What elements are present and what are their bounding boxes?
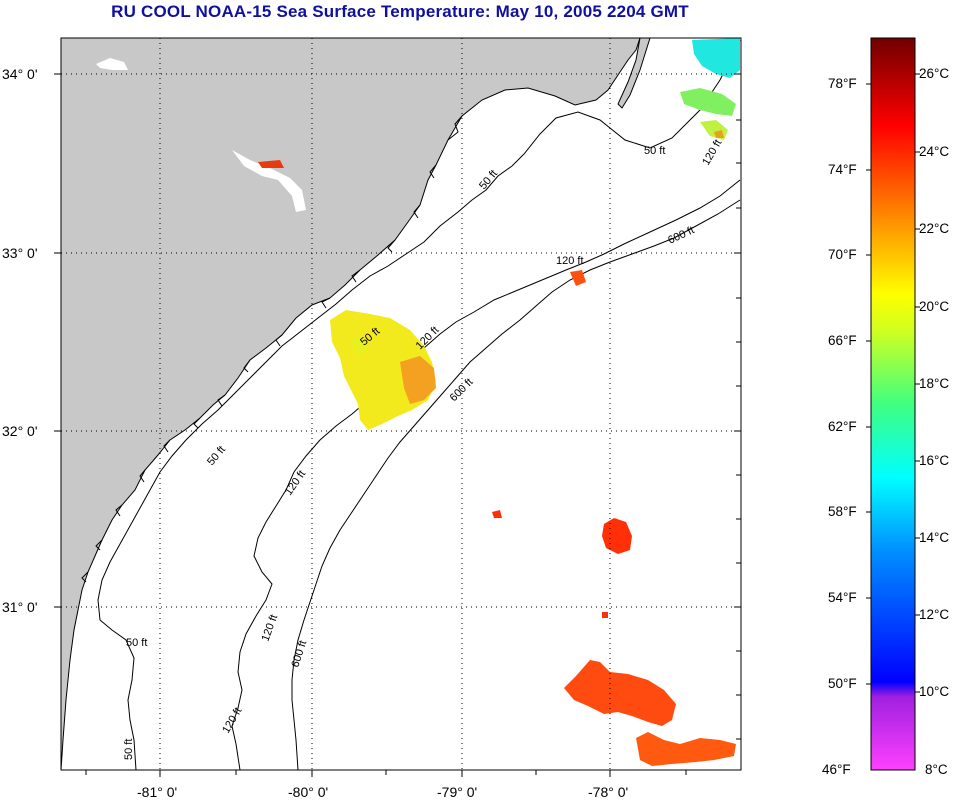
- sst-patch-gulfstream-mid: [602, 518, 632, 554]
- land-warm-spot: [258, 160, 284, 168]
- colorbar-ticks: [866, 73, 920, 693]
- sst-patch-gulfstream-small: [570, 270, 586, 286]
- isobath-600ft: [291, 199, 741, 770]
- land-cloud-spot: [232, 150, 306, 212]
- sst-patch-northeast: [692, 38, 740, 78]
- isobath-label-50: 50 ft: [123, 739, 135, 760]
- isobath-50ft: [97, 39, 741, 770]
- lon-label: -78° 0': [588, 784, 629, 800]
- colorbar-label-c: 24°C: [919, 144, 950, 159]
- colorbar-label-f: 66°F: [828, 333, 857, 348]
- colorbar-label-f: 50°F: [828, 676, 857, 691]
- isobath-label-50: 50 ft: [126, 637, 147, 649]
- sst-patch-gulfstream-south: [636, 732, 736, 766]
- sst-patch-nearshore-detail: [350, 336, 368, 356]
- map-title: RU COOL NOAA-15 Sea Surface Temperature:…: [111, 2, 689, 21]
- lat-label: 32° 0': [2, 423, 38, 439]
- isobath-label-120: 120 ft: [556, 255, 584, 267]
- colorbar-label-c: 22°C: [919, 221, 950, 236]
- map-border: [60, 37, 742, 771]
- lon-label: -80° 0': [288, 784, 329, 800]
- isobath-120ft: [231, 179, 741, 770]
- barrier-island: [617, 38, 651, 109]
- colorbar-label-c: 20°C: [919, 299, 950, 314]
- colorbar-label-f: 78°F: [828, 76, 857, 91]
- colorbar-label-c: 10°C: [919, 684, 950, 699]
- colorbar-label-c: 18°C: [919, 376, 950, 391]
- land-cloud-spot: [96, 58, 128, 70]
- sst-patch-northeast: [680, 88, 736, 116]
- isobath-label-50: 50 ft: [644, 145, 665, 157]
- colorbar-label-c: 14°C: [919, 530, 950, 545]
- colorbar-label-c: 12°C: [919, 607, 950, 622]
- sst-patch-nearshore-warm: [400, 356, 436, 404]
- sst-patch-northeast-warm: [714, 130, 724, 138]
- sst-patch-gulfstream-small: [602, 612, 608, 618]
- lon-label: -81° 0': [137, 784, 178, 800]
- sst-patch-gulfstream-small: [492, 510, 502, 518]
- axis-ticks: [54, 73, 741, 777]
- colorbar-label-f: 54°F: [828, 590, 857, 605]
- lat-label: 33° 0': [2, 245, 38, 261]
- graticule: [61, 38, 741, 770]
- colorbar-label-f: 74°F: [828, 162, 857, 177]
- colorbar-label-c: 8°C: [925, 762, 948, 777]
- sst-patch-gulfstream-south: [564, 660, 676, 726]
- colorbar-label-f: 70°F: [828, 247, 857, 262]
- colorbar-label-f: 62°F: [828, 419, 857, 434]
- colorbar-label-f: 46°F: [822, 762, 851, 777]
- colorbar-label-c: 16°C: [919, 453, 950, 468]
- coastline-detail: [81, 115, 463, 583]
- colorbar: [870, 37, 916, 771]
- colorbar-label-f: 58°F: [828, 504, 857, 519]
- lat-label: 34° 0': [2, 66, 38, 82]
- colorbar-label-c: 26°C: [919, 66, 950, 81]
- lon-label: -79° 0': [437, 784, 478, 800]
- land-cloud-spot: [72, 706, 82, 722]
- land-mass: [61, 38, 641, 770]
- lat-label: 31° 0': [2, 599, 38, 615]
